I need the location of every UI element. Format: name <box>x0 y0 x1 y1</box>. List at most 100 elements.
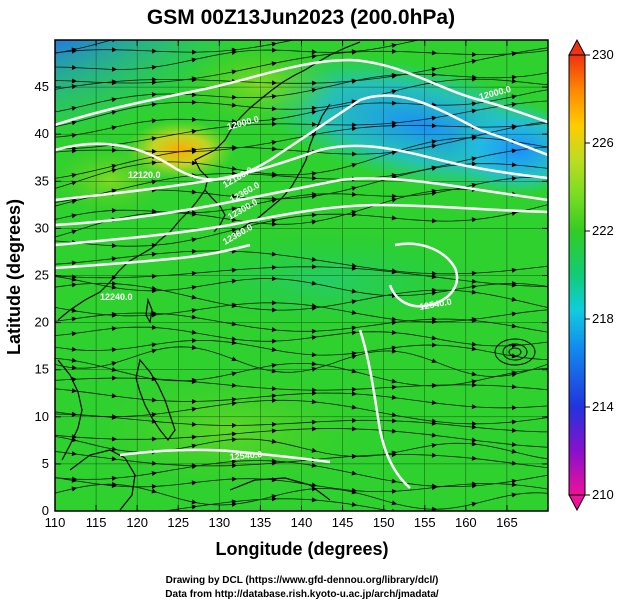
streamline-arrow <box>431 485 437 491</box>
streamline-arrow <box>391 478 397 484</box>
streamline-arrow <box>311 390 317 396</box>
streamline-arrow <box>71 282 77 288</box>
colorbar-tick-label: 214 <box>592 399 614 414</box>
streamline <box>55 49 548 84</box>
streamline-arrow <box>351 386 357 392</box>
streamline-arrow <box>151 484 157 490</box>
streamline-arrow <box>471 289 477 295</box>
streamline-arrow <box>391 43 397 49</box>
streamline-arrow <box>471 404 477 410</box>
streamline-arrow <box>191 92 197 98</box>
streamline-arrow <box>111 163 117 169</box>
streamline-arrow <box>231 69 237 75</box>
y-tick-label: 45 <box>35 79 49 94</box>
streamline-arrow <box>311 482 317 488</box>
streamline-arrow <box>231 166 237 172</box>
streamline-arrow <box>151 77 157 83</box>
streamline <box>55 250 548 275</box>
streamline-arrow <box>552 144 557 149</box>
streamline-arrow <box>71 260 77 266</box>
streamline-arrow <box>271 198 277 203</box>
streamline-arrow <box>391 72 397 78</box>
streamline-arrow <box>391 348 397 354</box>
streamline-arrow <box>191 338 197 344</box>
streamline-arrow <box>471 135 477 141</box>
streamline-arrow <box>311 212 317 218</box>
chart-title: GSM 00Z13Jun2023 (200.0hPa) <box>147 6 455 29</box>
streamline-arrow <box>511 478 517 484</box>
streamline-arrow <box>191 117 197 123</box>
streamline-arrow <box>351 350 357 356</box>
streamline-arrow <box>511 78 517 84</box>
streamline-arrow <box>431 72 437 78</box>
streamline-arrow <box>552 487 558 493</box>
streamline-arrow <box>552 86 558 92</box>
streamline-arrow <box>191 406 197 412</box>
streamline-arrow <box>351 151 357 157</box>
streamline <box>55 340 548 360</box>
streamline-arrow <box>111 436 117 442</box>
streamline-arrow <box>311 303 317 309</box>
streamline-arrow <box>552 471 558 477</box>
streamline-arrow <box>151 102 157 108</box>
streamline-arrow <box>351 288 357 294</box>
coastline-philippines <box>135 358 176 442</box>
streamline-arrow <box>511 148 517 154</box>
streamline-arrow <box>512 25 517 30</box>
streamline-arrow <box>231 431 237 437</box>
streamline-arrow <box>191 270 197 276</box>
streamline-arrow <box>231 382 237 388</box>
streamline-arrow <box>471 161 477 167</box>
streamline-arrow <box>511 482 517 488</box>
streamline-arrow <box>111 256 117 262</box>
streamline-arrow <box>311 426 317 432</box>
streamline-arrow <box>111 481 117 487</box>
streamline <box>55 483 548 510</box>
streamline-arrow <box>191 147 197 153</box>
streamline-arrow <box>472 25 477 30</box>
streamline-arrow <box>351 417 357 423</box>
streamline-arrow <box>111 79 117 85</box>
streamline-arrow <box>271 393 277 399</box>
colorbar-ticks: 230 226 222 218 214 210 <box>585 47 614 502</box>
contour-tropics <box>358 329 411 489</box>
contour-south <box>119 448 331 464</box>
streamline <box>55 266 548 288</box>
colorbar-tick-label: 218 <box>592 311 614 326</box>
streamline-arrow <box>71 486 77 492</box>
streamline-arrow <box>511 94 517 100</box>
streamline-arrow <box>231 217 237 223</box>
streamline-arrow <box>351 325 357 331</box>
streamline <box>55 282 548 311</box>
streamline-arrow <box>191 99 197 105</box>
streamline-arrow <box>111 243 117 249</box>
y-tick-label: 40 <box>35 126 49 141</box>
streamline <box>55 72 548 113</box>
streamline-arrow <box>311 335 317 341</box>
streamline-arrow <box>191 329 197 335</box>
contour-north-6 <box>55 243 251 270</box>
streamline-arrow <box>391 215 397 221</box>
streamline-arrow <box>471 437 477 443</box>
streamline-arrow <box>511 125 517 131</box>
streamline-arrow <box>231 267 237 273</box>
streamline-arrow <box>431 123 437 129</box>
streamline-arrow <box>472 4 477 9</box>
streamline-arrow <box>111 393 117 399</box>
streamline-arrow <box>552 68 558 74</box>
streamline-arrow <box>552 414 558 420</box>
streamline-arrow <box>151 48 157 54</box>
streamline-arrow <box>311 121 317 127</box>
streamline-arrow <box>311 497 317 503</box>
y-tick-label: 35 <box>35 173 49 188</box>
streamline-arrow <box>431 166 437 171</box>
streamline-arrow <box>511 448 517 454</box>
streamline-arrows <box>71 4 558 511</box>
streamline-arrow <box>71 64 77 70</box>
streamline <box>55 436 548 460</box>
streamline-arrow <box>511 370 517 376</box>
streamline-arrow <box>351 391 357 397</box>
streamline-arrow <box>471 108 477 114</box>
streamline-arrow <box>471 501 477 507</box>
streamline-arrow <box>431 316 437 322</box>
